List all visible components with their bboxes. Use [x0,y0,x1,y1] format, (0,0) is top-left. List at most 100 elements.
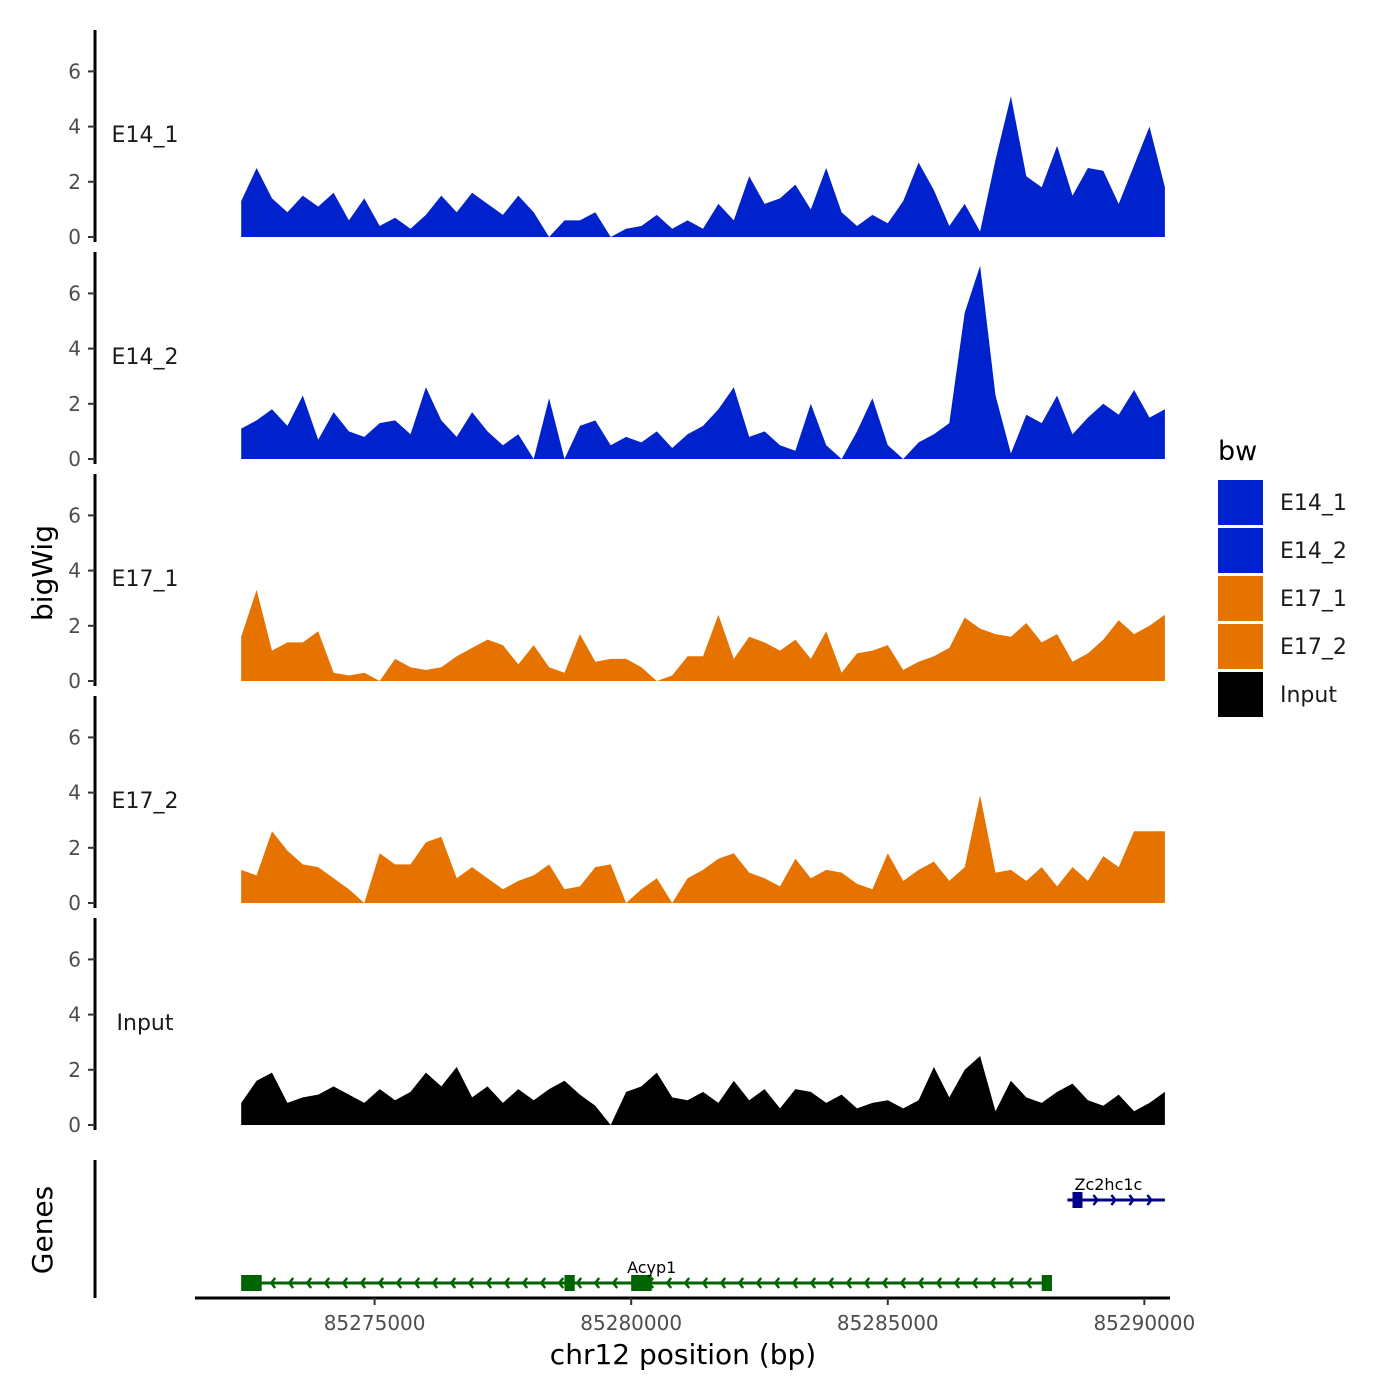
y-tick-label: 6 [68,725,81,749]
y-tick-label: 6 [68,59,81,83]
strand-arrow [539,1277,547,1289]
strand-arrow [809,1277,817,1289]
track-Input: 0 2 4 6 Input [68,918,1165,1137]
x-tick-label: 85285000 [837,1311,939,1335]
strand-arrow [737,1277,745,1289]
strand-arrow [935,1277,943,1289]
track-label: E14_1 [112,123,179,148]
strand-arrow [395,1277,403,1289]
legend: bw E14_1 E14_2 E17_1 E17_2 Input [1218,436,1347,717]
strand-arrow [305,1277,313,1289]
area-E14_1 [241,96,1165,237]
x-axis-title: chr12 position (bp) [550,1338,816,1371]
y-axis-title: bigWig [26,525,59,621]
legend-key-E17_2 [1218,624,1263,669]
area-E14_2 [241,265,1165,459]
signal-tracks: 0 2 4 6 E14_1 0 2 4 6 E14_2 0 2 4 6 E17_1 0 2 4 6 E17_2 0 2 4 6… [68,30,1165,1137]
strand-arrow [575,1277,583,1289]
strand-arrow [269,1277,277,1289]
legend-label: Input [1280,683,1337,708]
exon [631,1275,652,1291]
y-tick-label: 2 [68,614,81,638]
y-tick-label: 2 [68,836,81,860]
x-tick-label: 85290000 [1093,1311,1195,1335]
strand-arrow [521,1277,529,1289]
strand-arrow [845,1277,853,1289]
strand-arrow [503,1277,511,1289]
strand-arrow [719,1277,727,1289]
area-E17_2 [241,795,1165,903]
y-tick-label: 6 [68,947,81,971]
strand-arrow [431,1277,439,1289]
track-E17_2: 0 2 4 6 E17_2 [68,696,1165,915]
area-E17_1 [241,589,1165,681]
track-E17_1: 0 2 4 6 E17_1 [68,474,1165,693]
x-tick-label: 85275000 [324,1311,426,1335]
genes-axis-title: Genes [26,1186,59,1274]
track-E14_1: 0 2 4 6 E14_1 [68,30,1165,249]
strand-arrow [341,1277,349,1289]
y-tick-label: 4 [68,559,81,583]
x-tick-label: 85280000 [580,1311,682,1335]
exon [241,1275,262,1291]
legend-title: bw [1218,436,1257,467]
y-tick-label: 6 [68,503,81,527]
strand-arrow [1007,1277,1015,1289]
strand-arrow [953,1277,961,1289]
strand-arrow [971,1277,979,1289]
strand-arrow [1025,1277,1033,1289]
y-tick-label: 2 [68,392,81,416]
exon [1072,1192,1083,1208]
strand-arrow [863,1277,871,1289]
strand-arrow [323,1277,331,1289]
strand-arrow [1146,1194,1153,1206]
y-tick-label: 4 [68,337,81,361]
strand-arrow [755,1277,763,1289]
y-tick-label: 0 [68,447,81,471]
legend-label: E14_2 [1280,539,1347,564]
legend-label: E14_1 [1280,491,1347,516]
legend-label: E17_1 [1280,587,1347,612]
y-tick-label: 2 [68,1058,81,1082]
strand-arrow [917,1277,925,1289]
y-tick-label: 4 [68,781,81,805]
strand-arrow [467,1277,475,1289]
strand-arrow [827,1277,835,1289]
gene-label: Zc2hc1c [1074,1175,1142,1194]
legend-key-E14_2 [1218,528,1263,573]
strand-arrow [989,1277,997,1289]
strand-arrow [413,1277,421,1289]
y-tick-label: 6 [68,281,81,305]
gene-label: Acyp1 [627,1258,676,1277]
y-tick-label: 4 [68,115,81,139]
strand-arrow [665,1277,673,1289]
legend-key-Input [1218,672,1263,717]
strand-arrow [1128,1194,1135,1206]
strand-arrow [881,1277,889,1289]
strand-arrow [359,1277,367,1289]
x-axis: 85275000 85280000 85285000 85290000 [195,1296,1195,1335]
strand-arrow [683,1277,691,1289]
strand-arrow [1092,1194,1099,1206]
genes-track: Acyp1 Zc2hc1c [93,1160,1165,1298]
strand-arrow [593,1277,601,1289]
y-tick-label: 2 [68,170,81,194]
track-label: E17_1 [112,567,179,592]
exon [1041,1275,1052,1291]
y-tick-label: 0 [68,225,81,249]
y-tick-label: 0 [68,1113,81,1137]
track-label: E14_2 [112,345,179,370]
area-Input [241,1056,1165,1125]
gene-Acyp1: Acyp1 [241,1258,1052,1291]
track-label: E17_2 [112,789,179,814]
strand-arrow [377,1277,385,1289]
strand-arrow [791,1277,799,1289]
strand-arrow [701,1277,709,1289]
strand-arrow [899,1277,907,1289]
strand-arrow [485,1277,493,1289]
track-E14_2: 0 2 4 6 E14_2 [68,252,1165,471]
legend-key-E14_1 [1218,480,1263,525]
strand-arrow [611,1277,619,1289]
strand-arrow [287,1277,295,1289]
